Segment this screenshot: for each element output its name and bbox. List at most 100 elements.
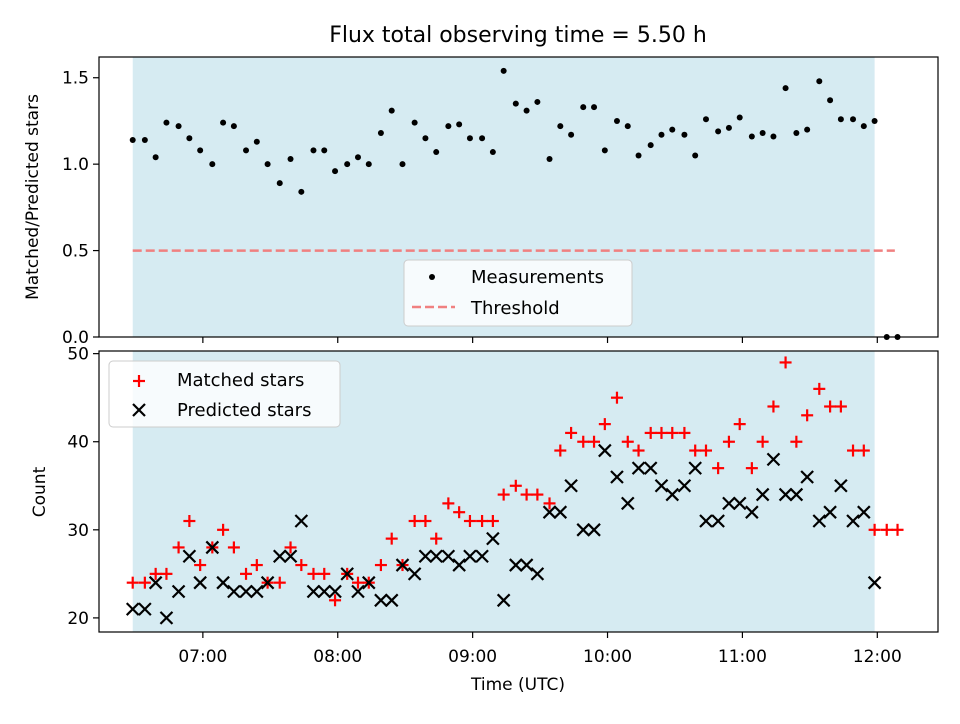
- measurement-point: [365, 161, 372, 168]
- matched-point: [385, 532, 398, 545]
- measurement-point: [725, 124, 732, 131]
- matched-point: [598, 418, 611, 431]
- x-tick-label: 11:00: [718, 647, 767, 667]
- predicted-point: [475, 549, 489, 564]
- matched-point: [160, 567, 173, 580]
- predicted-point: [429, 549, 443, 564]
- matched-point: [565, 426, 578, 439]
- matched-point: [250, 559, 263, 572]
- predicted-point: [665, 487, 680, 502]
- measurement-point: [388, 107, 395, 114]
- matched-point: [497, 488, 510, 501]
- legend-predicted-label: Predicted stars: [177, 400, 311, 421]
- matched-point: [520, 488, 533, 501]
- measurement-point: [433, 149, 440, 156]
- measurement-point: [456, 121, 463, 128]
- matched-point: [543, 497, 556, 510]
- matched-point: [666, 426, 679, 439]
- measurement-point: [512, 100, 519, 107]
- predicted-point: [205, 540, 220, 555]
- bottom-legend: Matched stars Predicted stars: [108, 360, 341, 428]
- matched-point: [217, 523, 230, 536]
- x-tick-label: 09:00: [448, 647, 497, 667]
- predicted-point: [631, 461, 646, 475]
- predicted-point: [239, 584, 253, 599]
- predicted-point: [766, 452, 781, 467]
- measurement-point: [748, 133, 755, 140]
- predicted-point: [812, 514, 827, 528]
- matched-point: [138, 576, 151, 589]
- measurement-point: [837, 116, 844, 123]
- predicted-point: [463, 549, 477, 564]
- matched-point: [172, 541, 185, 554]
- matched-point: [295, 559, 308, 572]
- predicted-point: [351, 584, 365, 599]
- predicted-point: [834, 478, 848, 493]
- measurement-point: [816, 78, 823, 85]
- matched-point: [813, 382, 826, 395]
- measurement-point: [399, 161, 406, 168]
- measurement-point: [624, 123, 631, 130]
- measurement-point: [230, 123, 237, 130]
- measurement-point: [850, 116, 857, 123]
- measurement-point: [715, 128, 722, 135]
- predicted-point: [317, 584, 332, 599]
- legend-matched-marker: [133, 375, 145, 387]
- matched-point: [790, 435, 803, 448]
- matched-point: [374, 559, 387, 572]
- predicted-point: [857, 505, 871, 519]
- predicted-point: [867, 575, 882, 590]
- top-axes-frame: [98, 56, 939, 338]
- measurement-point: [546, 155, 553, 162]
- measurement-point: [411, 119, 418, 126]
- measurement-point: [276, 180, 283, 187]
- measurement-point: [658, 131, 665, 138]
- predicted-point: [452, 558, 466, 572]
- predicted-point: [620, 496, 635, 511]
- top-y-label: Matched/Predicted stars: [23, 94, 43, 300]
- bottom-y-tick-label: 50: [67, 345, 89, 365]
- predicted-point: [530, 567, 545, 581]
- matched-point: [621, 435, 634, 448]
- measurement-point: [489, 149, 496, 156]
- predicted-point: [699, 514, 713, 528]
- measurement-point: [445, 123, 452, 130]
- measurement-point: [264, 161, 271, 168]
- matched-point: [745, 462, 758, 475]
- x-axis-label: Time (UTC): [470, 675, 565, 695]
- measurement-point: [580, 104, 587, 111]
- measurement-point: [793, 130, 800, 137]
- matched-point: [868, 523, 881, 536]
- bottom-axes-frame: [98, 350, 939, 633]
- x-tick-label: 08:00: [313, 647, 362, 667]
- predicted-point: [182, 549, 197, 564]
- predicted-point: [823, 505, 837, 519]
- top-x-ticks: [202, 337, 878, 343]
- matched-point: [430, 532, 443, 545]
- predicted-point: [361, 575, 376, 590]
- measurement-point: [568, 131, 575, 138]
- predicted-point: [654, 478, 669, 493]
- top-y-tick-label: 0.5: [62, 242, 89, 262]
- matched-point: [194, 559, 207, 572]
- top-y-tick-label: 1.0: [62, 155, 89, 175]
- count-points: [125, 356, 904, 625]
- predicted-point: [846, 514, 860, 528]
- matched-point: [284, 541, 297, 554]
- measurement-points: [129, 67, 901, 340]
- predicted-point: [272, 549, 287, 564]
- measurement-point: [466, 135, 473, 142]
- bottom-y-tick-label: 20: [67, 609, 89, 629]
- predicted-point: [564, 478, 578, 493]
- measurement-point: [759, 130, 766, 137]
- predicted-point: [250, 584, 264, 599]
- measurement-point: [344, 161, 351, 168]
- measurement-point: [613, 117, 620, 124]
- predicted-point: [193, 575, 207, 590]
- predicted-point: [148, 575, 163, 590]
- measurement-point: [736, 114, 743, 121]
- matched-point: [227, 541, 240, 554]
- measurement-point: [287, 155, 294, 162]
- matched-point: [531, 488, 544, 501]
